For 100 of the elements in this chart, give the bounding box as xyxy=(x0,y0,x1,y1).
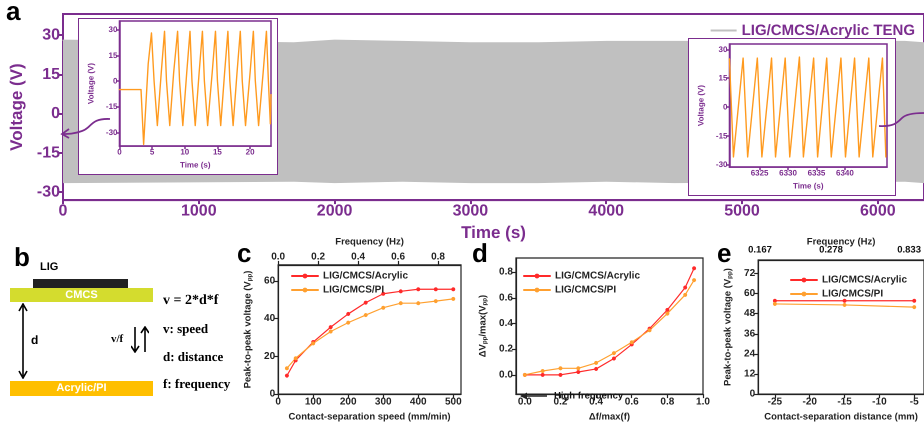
x-tick-label: 400 xyxy=(410,396,428,408)
text: LIG xyxy=(40,261,58,274)
x-tick-label: 6335 xyxy=(808,168,826,178)
legend-label: LIG/CMCS/PI xyxy=(822,288,884,300)
legend-label: LIG/CMCS/Acrylic xyxy=(323,270,408,282)
point xyxy=(692,278,696,282)
y-tick-label: 60 xyxy=(264,275,276,286)
y-tick-label: 0.6 xyxy=(499,292,514,304)
x-tick-label: 20 xyxy=(246,148,256,157)
x-tick-label: -20 xyxy=(802,396,818,408)
legend-label: LIG/CMCS/PI xyxy=(323,284,384,296)
x-tick-label: 2000 xyxy=(316,202,353,220)
x-tick-label: 1.0 xyxy=(696,396,710,408)
point xyxy=(683,286,688,290)
point xyxy=(346,312,350,316)
point xyxy=(346,320,350,325)
text: d xyxy=(31,333,38,347)
point xyxy=(576,370,580,374)
x-tick-label: 0.6 xyxy=(624,396,640,408)
x-tick-label: 0.0 xyxy=(518,396,532,408)
y-tick-label: 15 xyxy=(42,66,60,83)
text: b xyxy=(14,242,30,273)
line-series xyxy=(728,56,887,158)
y-tick-label: 0.8 xyxy=(499,266,514,278)
point xyxy=(416,301,420,306)
point xyxy=(692,266,696,270)
point xyxy=(772,302,777,306)
point xyxy=(364,313,368,318)
text: v = 2*d*f xyxy=(163,293,218,309)
y-tick-label: 30 xyxy=(42,26,60,44)
y-tick-label: -30 xyxy=(716,160,728,170)
chart-title: a xyxy=(6,0,21,26)
point xyxy=(540,372,545,377)
x-tick-label: 4000 xyxy=(588,202,624,220)
text: d: distance xyxy=(163,349,224,364)
x-axis-title: Time (s) xyxy=(180,160,211,170)
x2-tick-label: 0.2 xyxy=(311,251,326,262)
x-tick-label: -15 xyxy=(837,396,852,408)
y-tick-label: 15 xyxy=(108,50,118,60)
x-tick-label: 500 xyxy=(444,396,462,408)
x-axis-title: Contact-separation distance (mm) xyxy=(764,412,918,422)
x-tick-label: 6340 xyxy=(836,168,854,178)
point xyxy=(451,296,456,301)
point xyxy=(912,298,916,303)
point xyxy=(328,329,333,334)
y-tick-label: 0 xyxy=(270,388,276,400)
y-tick-label: 15 xyxy=(718,74,728,83)
x2-axis-title: Frequency (Hz) xyxy=(335,236,404,248)
x-tick-label: -5 xyxy=(910,396,920,408)
y-tick-label: 48 xyxy=(744,308,756,320)
y-tick-label: 30 xyxy=(108,25,118,34)
x-tick-label: 10 xyxy=(180,148,190,157)
x2-tick-label: 0.8 xyxy=(431,251,446,262)
x-axis-title: Δf/max(f) xyxy=(588,412,630,422)
x-tick-label: 100 xyxy=(304,396,322,408)
y-tick-label: 0 xyxy=(723,102,728,112)
x2-tick-label: 0.6 xyxy=(391,251,406,262)
point xyxy=(683,292,688,297)
x-tick-label: 6330 xyxy=(779,168,798,178)
text: 0.167 xyxy=(748,244,772,256)
point xyxy=(434,299,438,304)
legend-label: LIG/CMCS/Acrylic xyxy=(555,270,640,282)
point xyxy=(328,325,333,330)
chart-title: e xyxy=(717,238,732,268)
point xyxy=(772,298,777,303)
y-tick-label: -15 xyxy=(716,131,728,140)
text: 0.278 xyxy=(819,244,843,256)
point xyxy=(381,306,386,310)
x-tick-label: 15 xyxy=(212,148,222,157)
point xyxy=(540,368,545,373)
point xyxy=(398,301,403,306)
x2-tick-label: 0.4 xyxy=(351,251,366,262)
y-tick-label: 30 xyxy=(718,44,728,54)
point xyxy=(594,360,598,365)
point xyxy=(398,289,403,294)
point xyxy=(434,287,438,292)
text: f: frequency xyxy=(163,376,230,391)
y-tick-label: 0 xyxy=(113,76,118,86)
x-tick-label: 3000 xyxy=(452,202,488,220)
point xyxy=(576,366,580,370)
y-axis-title: Voltage (V) xyxy=(696,84,706,126)
point xyxy=(284,366,289,370)
y-tick-label: 0.4 xyxy=(499,318,514,329)
y-tick-label: 0 xyxy=(51,105,60,122)
legend-label: LIG/CMCS/PI xyxy=(555,284,616,296)
x-tick-label: -25 xyxy=(768,396,783,408)
y-tick-label: 12 xyxy=(744,368,756,380)
y-tick-label: 0.0 xyxy=(499,369,514,380)
legend-label: LIG/CMCS/Acrylic xyxy=(822,274,908,286)
point xyxy=(558,372,562,377)
legend-label: LIG/CMCS/Acrylic TENG xyxy=(742,22,916,39)
x-tick-label: 5000 xyxy=(724,202,760,220)
point xyxy=(558,366,562,370)
point xyxy=(612,356,616,361)
y-tick-label: 36 xyxy=(744,328,756,340)
point xyxy=(665,312,670,316)
point xyxy=(842,298,847,303)
x-tick-label: 6000 xyxy=(860,202,896,220)
text: 0.833 xyxy=(897,244,921,256)
y-tick-label: -30 xyxy=(106,128,118,137)
